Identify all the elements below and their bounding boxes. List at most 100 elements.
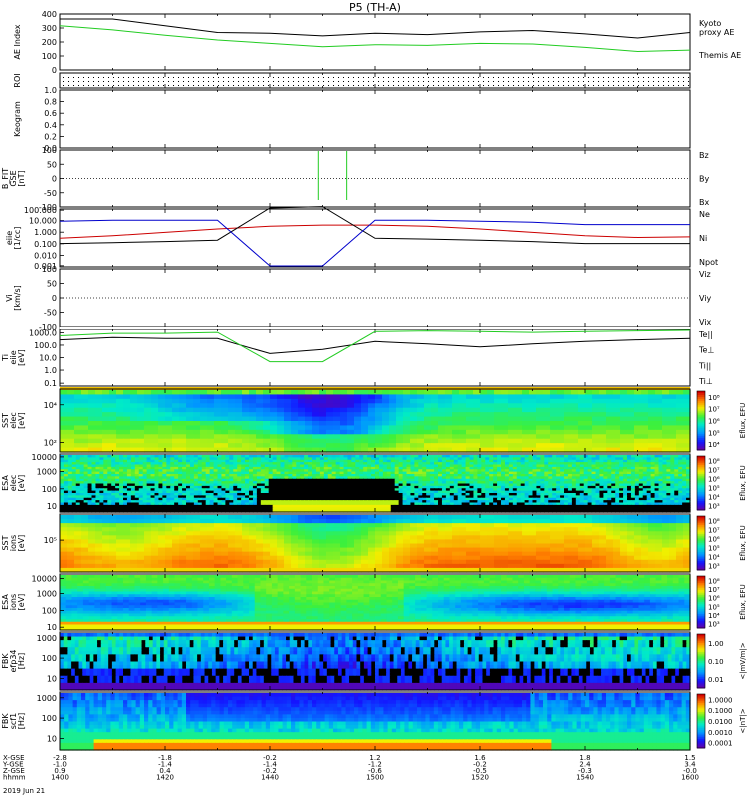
bfit-tick-label: 100	[42, 146, 57, 155]
footer-value: -1.4	[263, 761, 277, 769]
vel-tick-label: -100	[39, 323, 57, 332]
footer-value: 1600	[681, 774, 699, 782]
esa_e-spectrogram	[60, 455, 691, 513]
colorbar-tick: 10⁴	[708, 554, 720, 562]
footer-value: 1420	[156, 774, 174, 782]
colorbar-tick: 0.1000	[708, 707, 733, 715]
colorbar-tick: 1.00	[708, 640, 724, 648]
colorbar-tick: 10⁷	[708, 467, 720, 475]
vel-ylabel: Vi	[5, 294, 14, 302]
temp-tick-label: 10.0	[39, 354, 57, 363]
colorbar-tick: 10⁸	[708, 577, 720, 585]
colorbar-tick: 10⁶	[708, 595, 720, 603]
dens-tick-label: 1.000	[34, 228, 57, 237]
temp-legend-0: Te||	[698, 330, 713, 339]
dens-tick-label: 100.000	[24, 206, 57, 215]
colorbar-tick: 0.0100	[708, 718, 733, 726]
fbk_b-tick-label: 1000	[37, 694, 57, 703]
colorbar-label: Eflux, EFU	[739, 584, 747, 619]
esa_e-tick-label: 10	[47, 502, 57, 511]
colorbar-tick: 10⁵	[708, 545, 720, 553]
ae-tick-label: 0	[52, 66, 57, 75]
esa_i-ylabel: [eV]	[17, 594, 26, 611]
colorbar-label: <|mV/m|>	[739, 642, 747, 679]
colorbar-tick: 10⁴	[708, 612, 720, 620]
colorbar-tick: 10⁴	[708, 441, 720, 449]
footer-value: -0.2	[473, 761, 487, 769]
keogram-tick-label: 0.4	[44, 121, 57, 130]
colorbar-label: Eflux, EFU	[739, 403, 747, 438]
footer-value: -1.0	[53, 761, 67, 769]
footer-value: -0.5	[473, 767, 487, 775]
colorbar-label: Eflux, EFU	[739, 525, 747, 560]
dens-tick-label: 0.001	[34, 262, 57, 271]
colorbar-tick: 10³	[708, 621, 720, 629]
colorbar-tick: 10⁶	[708, 418, 720, 426]
esa_i-ylabel: ions	[9, 594, 18, 610]
bfit-tick-label: -50	[44, 189, 57, 198]
footer-value: -0.2	[263, 767, 277, 775]
series-dens-4	[59, 219, 690, 267]
bfit-tick-label: 50	[47, 160, 57, 169]
bfit-legend-1: By	[699, 175, 709, 184]
esa_e-ylabel: [eV]	[17, 475, 26, 492]
sst_e-ylabel: SST	[1, 413, 10, 428]
esa_i-spectrogram	[60, 575, 691, 631]
ae-legend-0: Kyoto	[699, 19, 721, 28]
footer-value: 1400	[51, 774, 69, 782]
colorbar-tick: 10⁵	[708, 485, 720, 493]
fbk_b-tick-label: 100	[42, 714, 57, 723]
ae-tick-label: 400	[42, 10, 57, 19]
bfit-tick-label: -100	[39, 203, 57, 212]
colorbar-tick: 0.0010	[708, 729, 733, 737]
fbk_e-ylabel: [Hz]	[17, 653, 26, 669]
fbk_e-spectrogram	[60, 633, 691, 691]
footer-date: 2019 Jun 21	[3, 787, 45, 795]
fbk_e-tick-label: 100	[42, 654, 57, 663]
colorbar-tick: 10⁷	[708, 527, 720, 535]
colorbar-tick: 10³	[708, 503, 720, 511]
footer-value: -0.0	[683, 767, 697, 775]
temp-legend-2: Ti||	[698, 361, 711, 370]
dens-tick-label: 0.100	[34, 240, 57, 249]
footer-value: -1.2	[368, 761, 382, 769]
footer-row-label: X-GSE	[3, 754, 25, 762]
roi-ylabel: ROI	[13, 73, 22, 87]
footer-row-label: Y-GSE	[2, 761, 24, 769]
temp-tick-label: 1.0	[44, 366, 57, 375]
colorbar-tick: 10⁷	[708, 586, 720, 594]
colorbar-tick: 10⁵	[708, 429, 720, 437]
colorbar-tick: 0.01	[708, 676, 724, 684]
ae-legend-2: Themis AE	[698, 51, 741, 60]
bfit-ylabel: GSE	[9, 170, 18, 186]
colorbar-tick: 10³	[708, 563, 720, 571]
temp-legend-3: Ti⊥	[698, 377, 713, 386]
keogram-tick-label: 1.0	[44, 86, 57, 95]
vel-tick-label: 100	[42, 265, 57, 274]
footer-value: -2.8	[53, 754, 67, 762]
fbk_e-colorbar: 0.01 0.10 1.00 <|mV/m|>	[696, 633, 747, 689]
dens-legend-1: Ni	[699, 234, 707, 243]
fbk_e-ylabel: efp34	[9, 650, 18, 673]
roi-dots	[63, 77, 689, 86]
footer-value: 1.2	[369, 754, 380, 762]
temp-panel-frame	[59, 328, 691, 387]
footer-value: -1.4	[158, 761, 172, 769]
vel-legend-0: Viz	[699, 270, 711, 279]
vel-legend-1: Viy	[699, 294, 712, 303]
sst_e-ylabel: elec	[9, 412, 18, 428]
footer-value: 1.6	[474, 754, 486, 762]
footer-value: -0.6	[368, 767, 382, 775]
sst_i-tick-label: 10⁵	[44, 536, 57, 545]
ae-tick-label: 100	[42, 52, 57, 61]
sst_e-tick-label: 10⁴	[44, 401, 57, 410]
keogram-tick-label: 0.0	[44, 144, 57, 153]
fbk_b-colorbar: 0.0001 0.0010 0.0100 0.1000 1.0000 <|nT|>	[696, 693, 747, 749]
colorbar-tick: 1.0000	[708, 696, 733, 704]
fbk_b-ylabel: FBK	[1, 713, 10, 729]
colorbar-tick: 0.0001	[708, 740, 733, 748]
colorbar-tick: 10⁶	[708, 536, 720, 544]
